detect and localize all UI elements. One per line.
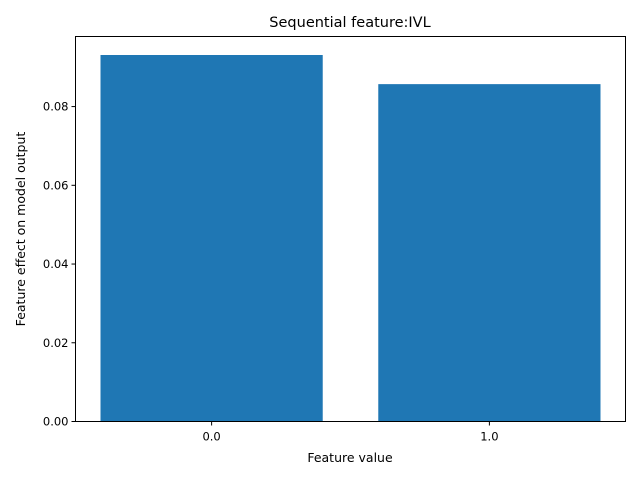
plot-frame [75, 36, 626, 422]
y-tick-label: 0.02 [43, 336, 69, 350]
chart-title: Sequential feature:IVL [269, 15, 430, 31]
y-axis-label: Feature effect on model output [13, 132, 28, 327]
y-tick-label: 0.08 [43, 100, 69, 114]
bar-1.0 [378, 84, 601, 422]
y-axis-ticks: 0.00 0.02 0.04 0.06 0.08 [43, 100, 76, 429]
bars-group [100, 55, 601, 422]
x-tick-label: 1.0 [480, 430, 498, 444]
bar-0.0 [100, 55, 323, 422]
x-axis-ticks: 0.0 1.0 [202, 421, 499, 444]
y-tick-label: 0.04 [43, 257, 69, 271]
x-tick-label: 0.0 [202, 430, 220, 444]
x-axis-label: Feature value [307, 450, 393, 465]
y-tick-label: 0.06 [43, 178, 69, 192]
y-tick-label: 0.00 [43, 415, 69, 429]
